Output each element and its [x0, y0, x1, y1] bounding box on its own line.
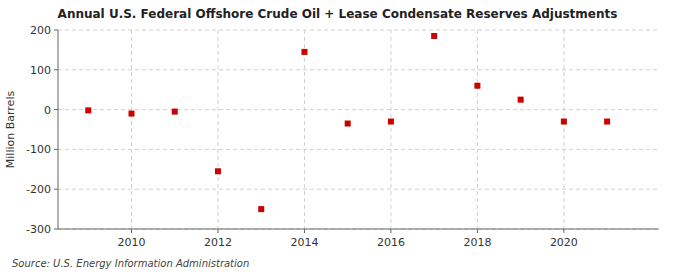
point	[518, 97, 524, 103]
x-tick-label: 2014	[290, 236, 318, 249]
source-note: Source: U.S. Energy Information Administ…	[12, 258, 249, 269]
y-tick	[54, 149, 58, 150]
point	[215, 168, 221, 174]
y-tick	[54, 109, 58, 110]
y-tick-label: -300	[26, 223, 51, 236]
x-axis-line	[58, 229, 659, 230]
grid	[58, 30, 659, 229]
grid-line-y	[58, 30, 659, 31]
chart-title: Annual U.S. Federal Offshore Crude Oil +…	[58, 7, 618, 21]
grid-line-y	[58, 189, 659, 190]
point	[172, 109, 178, 115]
grid-line-x	[217, 30, 218, 229]
x-tick	[390, 229, 391, 233]
point	[388, 119, 394, 125]
x-tick-label: 2012	[204, 236, 232, 249]
grid-line-x	[304, 30, 305, 229]
points	[85, 33, 610, 212]
y-tick-label: -100	[26, 143, 51, 156]
y-tick	[54, 189, 58, 190]
x-tick-label: 2018	[463, 236, 491, 249]
x-tick	[217, 229, 218, 233]
point	[345, 121, 351, 127]
point	[604, 119, 610, 125]
y-axis-label: Million Barrels	[4, 91, 17, 169]
y-tick-label: 100	[30, 64, 51, 77]
grid-line-y	[58, 69, 659, 70]
x-tick	[563, 229, 564, 233]
y-tick-label: 0	[44, 104, 51, 117]
x-tick	[304, 229, 305, 233]
x-tick-label: 2020	[550, 236, 578, 249]
point	[129, 111, 135, 117]
grid-line-x	[563, 30, 564, 229]
point	[431, 33, 437, 39]
grid-line-x	[477, 30, 478, 229]
grid-line-y	[58, 109, 659, 110]
x-tick-label: 2016	[377, 236, 405, 249]
y-tick	[54, 229, 58, 230]
point	[474, 83, 480, 89]
axes: -300 -200 -100 0 100 200 2010 2012 2014 2016 2018 2…	[26, 24, 659, 249]
y-tick-label: 200	[30, 24, 51, 37]
point	[561, 119, 567, 125]
x-tick	[131, 229, 132, 233]
grid-line-y	[58, 149, 659, 150]
x-tick	[477, 229, 478, 233]
grid-line-x	[390, 30, 391, 229]
y-tick	[54, 30, 58, 31]
y-axis-line	[58, 30, 59, 229]
point	[301, 49, 307, 55]
y-tick	[54, 69, 58, 70]
point	[85, 107, 91, 113]
x-tick-label: 2010	[118, 236, 146, 249]
chart-container: -300 -200 -100 0 100 200 2010 2012 2014 2016 2018 2…	[0, 0, 675, 275]
point	[258, 206, 264, 212]
grid-line-y	[58, 229, 659, 230]
y-tick-label: -200	[26, 183, 51, 196]
grid-line-x	[131, 30, 132, 229]
chart-svg: -300 -200 -100 0 100 200 2010 2012 2014 2016 2018 2…	[0, 0, 675, 275]
